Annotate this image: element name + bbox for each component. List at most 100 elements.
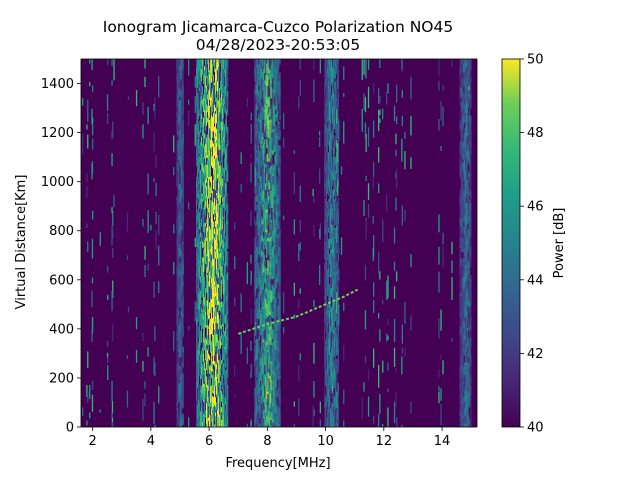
heatmap-cell [217, 248, 219, 259]
heatmap-cell [207, 305, 209, 316]
heatmap-cell [276, 165, 278, 178]
heatmap-cell [459, 177, 461, 180]
heatmap-cell [267, 391, 269, 394]
heatmap-cell [213, 275, 215, 278]
heatmap-cell [272, 257, 274, 264]
heatmap-cell [330, 325, 332, 334]
heatmap-cell [465, 343, 467, 355]
heatmap-cell [468, 263, 470, 270]
heatmap-cell [220, 342, 222, 349]
heatmap-cell [256, 425, 258, 427]
heatmap-cell [261, 360, 263, 373]
heatmap-cell [465, 83, 467, 94]
heatmap-cell [255, 243, 257, 253]
heatmap-cell [324, 425, 326, 427]
heatmap-cell [459, 395, 461, 403]
heatmap-cell [462, 422, 464, 427]
heatmap-cell [279, 313, 281, 326]
heatmap-cell [277, 388, 279, 398]
heatmap-cell [329, 328, 331, 339]
heatmap-cell [332, 271, 335, 275]
heatmap-cell [266, 92, 268, 104]
heatmap-cell [204, 145, 206, 148]
heatmap-cell [222, 197, 224, 202]
heatmap-cell [225, 387, 227, 399]
heatmap-cell [222, 122, 224, 131]
heatmap-cell [465, 281, 467, 291]
heatmap-cell [463, 352, 465, 363]
heatmap-cell [204, 147, 206, 159]
heatmap-cell [466, 140, 468, 152]
heatmap-cell [203, 214, 205, 224]
heatmap-cell [224, 207, 226, 216]
heatmap-cell [328, 75, 330, 82]
heatmap-cell [459, 344, 461, 351]
heatmap-cell [264, 373, 266, 386]
heatmap-cell [182, 200, 184, 212]
heatmap-cell [470, 76, 472, 83]
heatmap-cell [225, 96, 227, 107]
heatmap-cell [182, 408, 184, 414]
heatmap-cell [274, 272, 276, 284]
heatmap-cell [266, 399, 268, 402]
heatmap-cell [469, 325, 471, 333]
heatmap-cell [464, 143, 466, 153]
heatmap-cell [468, 107, 470, 115]
heatmap-cell [223, 388, 225, 394]
heatmap-cell [330, 341, 332, 348]
heatmap-cell [460, 148, 462, 156]
heatmap-cell [217, 305, 219, 313]
heatmap-cell [278, 292, 280, 303]
heatmap-cell [463, 100, 465, 104]
heatmap-cell [329, 264, 331, 275]
heatmap-cell [328, 239, 330, 248]
heatmap-cell [333, 237, 336, 246]
heatmap-cell [224, 379, 226, 383]
heatmap-cell [176, 352, 178, 364]
heatmap-cell [324, 193, 326, 201]
heatmap-cell [365, 133, 367, 152]
heatmap-cell [260, 161, 262, 169]
heatmap-cell [337, 223, 339, 229]
heatmap-cell [196, 318, 198, 325]
heatmap-cell [463, 163, 465, 173]
heatmap-cell [262, 257, 264, 265]
heatmap-cell [220, 207, 222, 219]
heatmap-cell [325, 332, 327, 339]
heatmap-cell [334, 371, 337, 382]
heatmap-cell [255, 361, 257, 367]
heatmap-cell [272, 163, 274, 169]
heatmap-cell [208, 369, 210, 380]
heatmap-cell [278, 345, 280, 353]
heatmap-cell [261, 372, 263, 382]
heatmap-cell [274, 322, 276, 334]
heatmap-cell [271, 326, 273, 336]
heatmap-cell [274, 309, 276, 317]
heatmap-cell [180, 306, 182, 312]
heatmap-cell [469, 221, 471, 233]
heatmap-cell [277, 406, 279, 416]
heatmap-cell [219, 181, 221, 191]
heatmap-cell [214, 61, 216, 73]
heatmap-cell [176, 401, 178, 410]
heatmap-cell [223, 342, 225, 353]
heatmap-cell [217, 323, 219, 335]
heatmap-cell [331, 412, 334, 422]
heatmap-cell [200, 232, 202, 238]
heatmap-cell [226, 109, 228, 118]
heatmap-cell [216, 90, 218, 98]
heatmap-cell [462, 141, 464, 147]
heatmap-cell [227, 220, 229, 225]
heatmap-cell [324, 234, 326, 238]
heatmap-cell [205, 327, 207, 335]
heatmap-cell [330, 211, 332, 222]
heatmap-cell [259, 418, 261, 427]
heatmap-cell [181, 86, 183, 93]
heatmap-cell [221, 296, 223, 299]
heatmap-cell [272, 233, 274, 237]
heatmap-cell [262, 301, 264, 310]
heatmap-cell [180, 72, 182, 77]
heatmap-cell [176, 252, 178, 264]
heatmap-cell [202, 248, 204, 258]
heatmap-cell [204, 133, 206, 139]
